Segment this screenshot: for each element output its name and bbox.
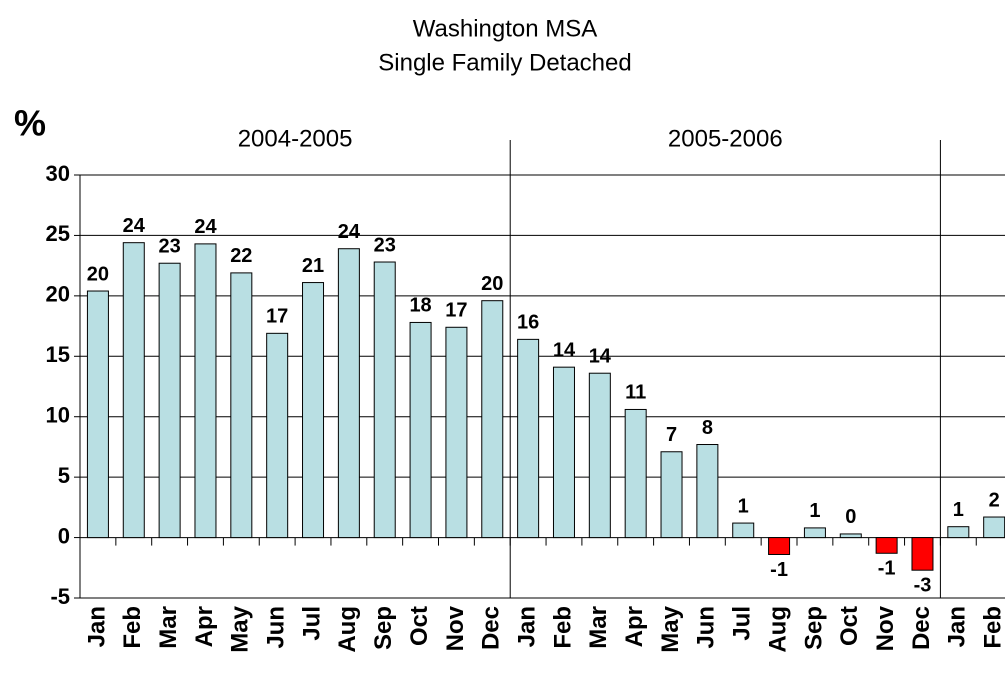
y-tick-label: 20 <box>46 282 70 307</box>
bar <box>875 537 898 554</box>
value-label: 24 <box>194 216 217 238</box>
bar <box>911 537 934 571</box>
x-tick-label: Nov <box>872 605 899 651</box>
value-label: 18 <box>409 295 431 317</box>
value-label: 14 <box>589 345 612 367</box>
x-tick-label: Dec <box>908 606 935 650</box>
x-tick-label: Feb <box>119 606 146 649</box>
x-tick-label: Aug <box>334 606 361 653</box>
x-tick-label: Mar <box>585 606 612 649</box>
value-label: 2 <box>989 489 1000 511</box>
bar <box>373 261 396 539</box>
x-tick-label: Jun <box>693 606 720 649</box>
value-label: -1 <box>878 558 896 580</box>
x-tick-label: Jan <box>83 606 110 647</box>
x-tick-label: Jul <box>729 606 756 641</box>
value-label: 22 <box>230 245 252 267</box>
value-label: 14 <box>553 339 576 361</box>
bar <box>983 516 1005 539</box>
x-tick-label: Apr <box>621 606 648 647</box>
y-tick-label: 0 <box>58 523 70 548</box>
y-tick-label: 10 <box>46 403 70 428</box>
bar <box>194 243 217 539</box>
value-label: 11 <box>625 382 646 404</box>
bar <box>660 451 683 539</box>
x-tick-label: Jul <box>298 606 325 641</box>
x-tick-label: Apr <box>191 606 218 647</box>
bar <box>624 408 647 539</box>
bar <box>696 444 719 539</box>
bar <box>552 366 575 539</box>
value-label: 23 <box>159 236 181 258</box>
x-tick-label: Aug <box>764 606 791 653</box>
bar <box>230 272 253 539</box>
group-label: 2004-2005 <box>238 125 353 152</box>
value-label: 17 <box>266 306 288 328</box>
bar <box>839 533 862 539</box>
bar <box>803 527 826 539</box>
chart-subtitle: Single Family Detached <box>378 49 631 76</box>
bar <box>445 326 468 539</box>
value-label: 1 <box>953 499 964 521</box>
x-tick-label: Dec <box>478 606 505 650</box>
y-tick-label: -5 <box>50 584 70 609</box>
bar <box>768 537 791 555</box>
bar <box>266 332 289 539</box>
x-tick-label: Feb <box>549 606 576 649</box>
x-tick-label: Sep <box>800 606 827 650</box>
x-tick-label: May <box>657 605 684 652</box>
x-tick-label: Mar <box>155 606 182 649</box>
x-tick-label: Sep <box>370 606 397 650</box>
y-tick-label: 25 <box>46 221 70 246</box>
y-tick-label: 15 <box>46 342 70 367</box>
x-tick-label: Oct <box>836 606 863 646</box>
bar <box>122 242 145 539</box>
bar <box>947 526 970 539</box>
value-label: 0 <box>845 506 856 528</box>
value-label: 24 <box>338 221 361 243</box>
bar <box>517 338 540 539</box>
value-label: 20 <box>481 273 503 295</box>
value-label: 17 <box>445 300 467 322</box>
value-label: 1 <box>809 500 820 522</box>
x-tick-label: Jan <box>944 606 971 647</box>
value-label: 24 <box>123 215 146 237</box>
value-label: 1 <box>738 495 749 517</box>
value-label: 16 <box>517 312 539 334</box>
value-label: 21 <box>302 255 324 277</box>
bar <box>86 290 109 539</box>
bar <box>481 300 504 539</box>
value-label: 20 <box>87 263 109 285</box>
value-label: -1 <box>770 559 788 581</box>
y-axis-label: % <box>14 103 46 144</box>
x-tick-label: Jan <box>513 606 540 647</box>
x-tick-label: May <box>227 605 254 652</box>
bar <box>732 522 755 539</box>
bar <box>158 262 181 539</box>
value-label: 7 <box>666 424 677 446</box>
value-label: 23 <box>374 234 396 256</box>
bar <box>409 321 432 539</box>
chart-title: Washington MSA <box>413 15 598 42</box>
y-tick-label: 5 <box>58 463 70 488</box>
bar <box>588 372 611 539</box>
bar <box>302 282 325 539</box>
group-label: 2005-2006 <box>668 125 783 152</box>
x-tick-label: Jun <box>263 606 290 649</box>
value-label: 8 <box>702 417 713 439</box>
x-tick-label: Nov <box>442 605 469 651</box>
bar <box>337 248 360 539</box>
x-tick-label: Oct <box>406 606 433 646</box>
value-label: -3 <box>914 574 932 596</box>
x-tick-label: Feb <box>980 606 1005 649</box>
y-tick-label: 30 <box>46 161 70 186</box>
